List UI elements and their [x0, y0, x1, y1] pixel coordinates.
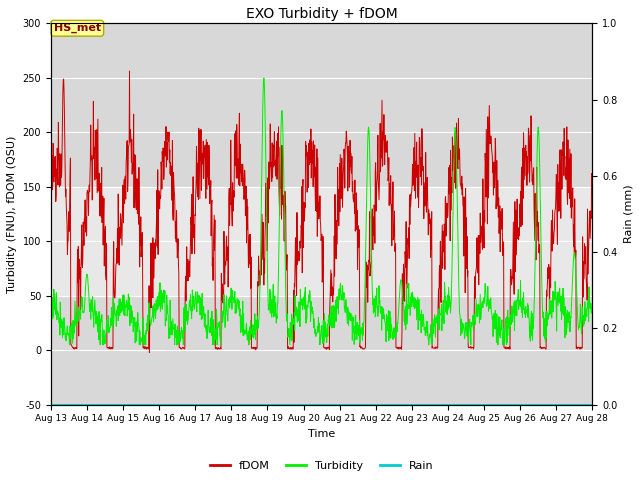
Y-axis label: Turbidity (FNU), fDOM (QSU): Turbidity (FNU), fDOM (QSU) — [7, 135, 17, 293]
Text: HS_met: HS_met — [54, 23, 101, 34]
Title: EXO Turbidity + fDOM: EXO Turbidity + fDOM — [246, 7, 397, 21]
X-axis label: Time: Time — [308, 429, 335, 439]
Y-axis label: Rain (mm): Rain (mm) — [623, 185, 633, 243]
Bar — [51, 187, 593, 296]
Legend: fDOM, Turbidity, Rain: fDOM, Turbidity, Rain — [205, 456, 438, 475]
